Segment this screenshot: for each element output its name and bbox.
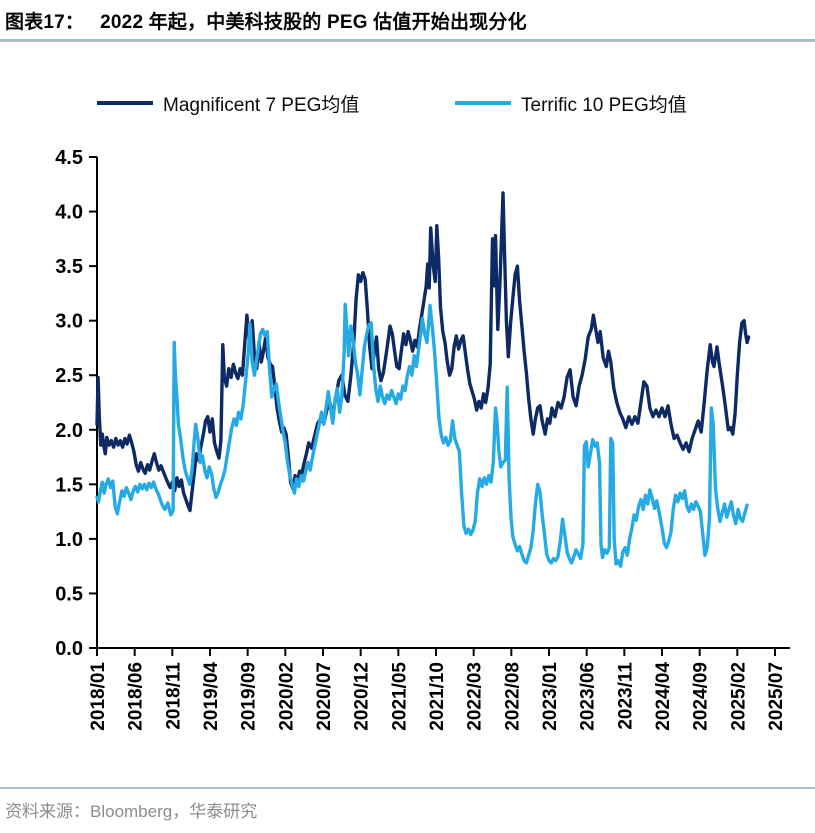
x-tick-label: 2021/05 [389, 662, 410, 731]
x-tick-label: 2018/11 [163, 662, 184, 730]
title-divider-rule [0, 39, 815, 42]
x-tick-label: 2025/02 [728, 662, 749, 731]
figure-title-text: 2022 年起，中美科技股的 PEG 估值开始出现分化 [100, 12, 527, 33]
y-tick-label: 1.0 [55, 529, 83, 551]
x-tick-label: 2025/07 [766, 662, 787, 731]
footer-divider-rule [0, 787, 815, 789]
y-tick-label: 4.5 [55, 147, 83, 169]
x-tick-label: 2022/08 [502, 662, 523, 731]
x-tick-label: 2020/12 [352, 662, 373, 731]
figure-number-label: 图表17： [5, 12, 85, 33]
y-tick-label: 3.5 [55, 256, 83, 278]
y-tick-label: 2.0 [55, 420, 83, 442]
source-note: 资料来源：Bloomberg，华泰研究 [5, 802, 258, 821]
x-tick-label: 2018/06 [126, 662, 147, 731]
series-line-magnificent7 [95, 191, 751, 513]
x-tick-label: 2018/01 [88, 662, 109, 731]
x-tick-label: 2024/04 [653, 662, 674, 731]
y-tick-label: 3.0 [55, 311, 83, 333]
x-tick-label: 2020/07 [314, 662, 335, 731]
x-tick-label: 2024/09 [691, 662, 712, 731]
x-tick-label: 2020/02 [276, 662, 297, 731]
x-tick-label: 2023/01 [540, 662, 561, 731]
x-tick-label: 2023/11 [615, 662, 636, 730]
page-title: 图表17： 2022 年起，中美科技股的 PEG 估值开始出现分化 [5, 7, 527, 34]
magnificent7-line-swatch [97, 101, 153, 105]
x-tick-label: 2022/03 [465, 662, 486, 731]
y-tick-label: 0.0 [55, 638, 83, 660]
legend-label-magnificent7: Magnificent 7 PEG均值 [163, 94, 360, 116]
legend-label-terrific10: Terrific 10 PEG均值 [521, 94, 687, 116]
legend-item-terrific10: Terrific 10 PEG均值 [455, 88, 687, 118]
y-tick-label: 0.5 [55, 583, 83, 605]
x-tick-label: 2021/10 [427, 662, 448, 731]
y-tick-label: 4.0 [55, 202, 83, 224]
y-tick-label: 1.5 [55, 474, 83, 496]
x-tick-label: 2019/09 [239, 662, 260, 731]
legend-item-magnificent7: Magnificent 7 PEG均值 [97, 88, 359, 118]
y-tick-label: 2.5 [55, 365, 83, 387]
peg-line-chart: 0.0 0.5 1.0 1.5 2.0 2.5 3.0 3.5 4.0 4.5 2018/01 201… [55, 147, 790, 731]
chart-legend: Magnificent 7 PEG均值 Terrific 10 PEG均值 [0, 88, 815, 118]
terrific10-line-swatch [455, 101, 511, 105]
x-tick-label: 2019/04 [201, 662, 222, 731]
x-tick-label: 2023/06 [578, 662, 599, 731]
series-line-terrific10 [95, 302, 749, 568]
